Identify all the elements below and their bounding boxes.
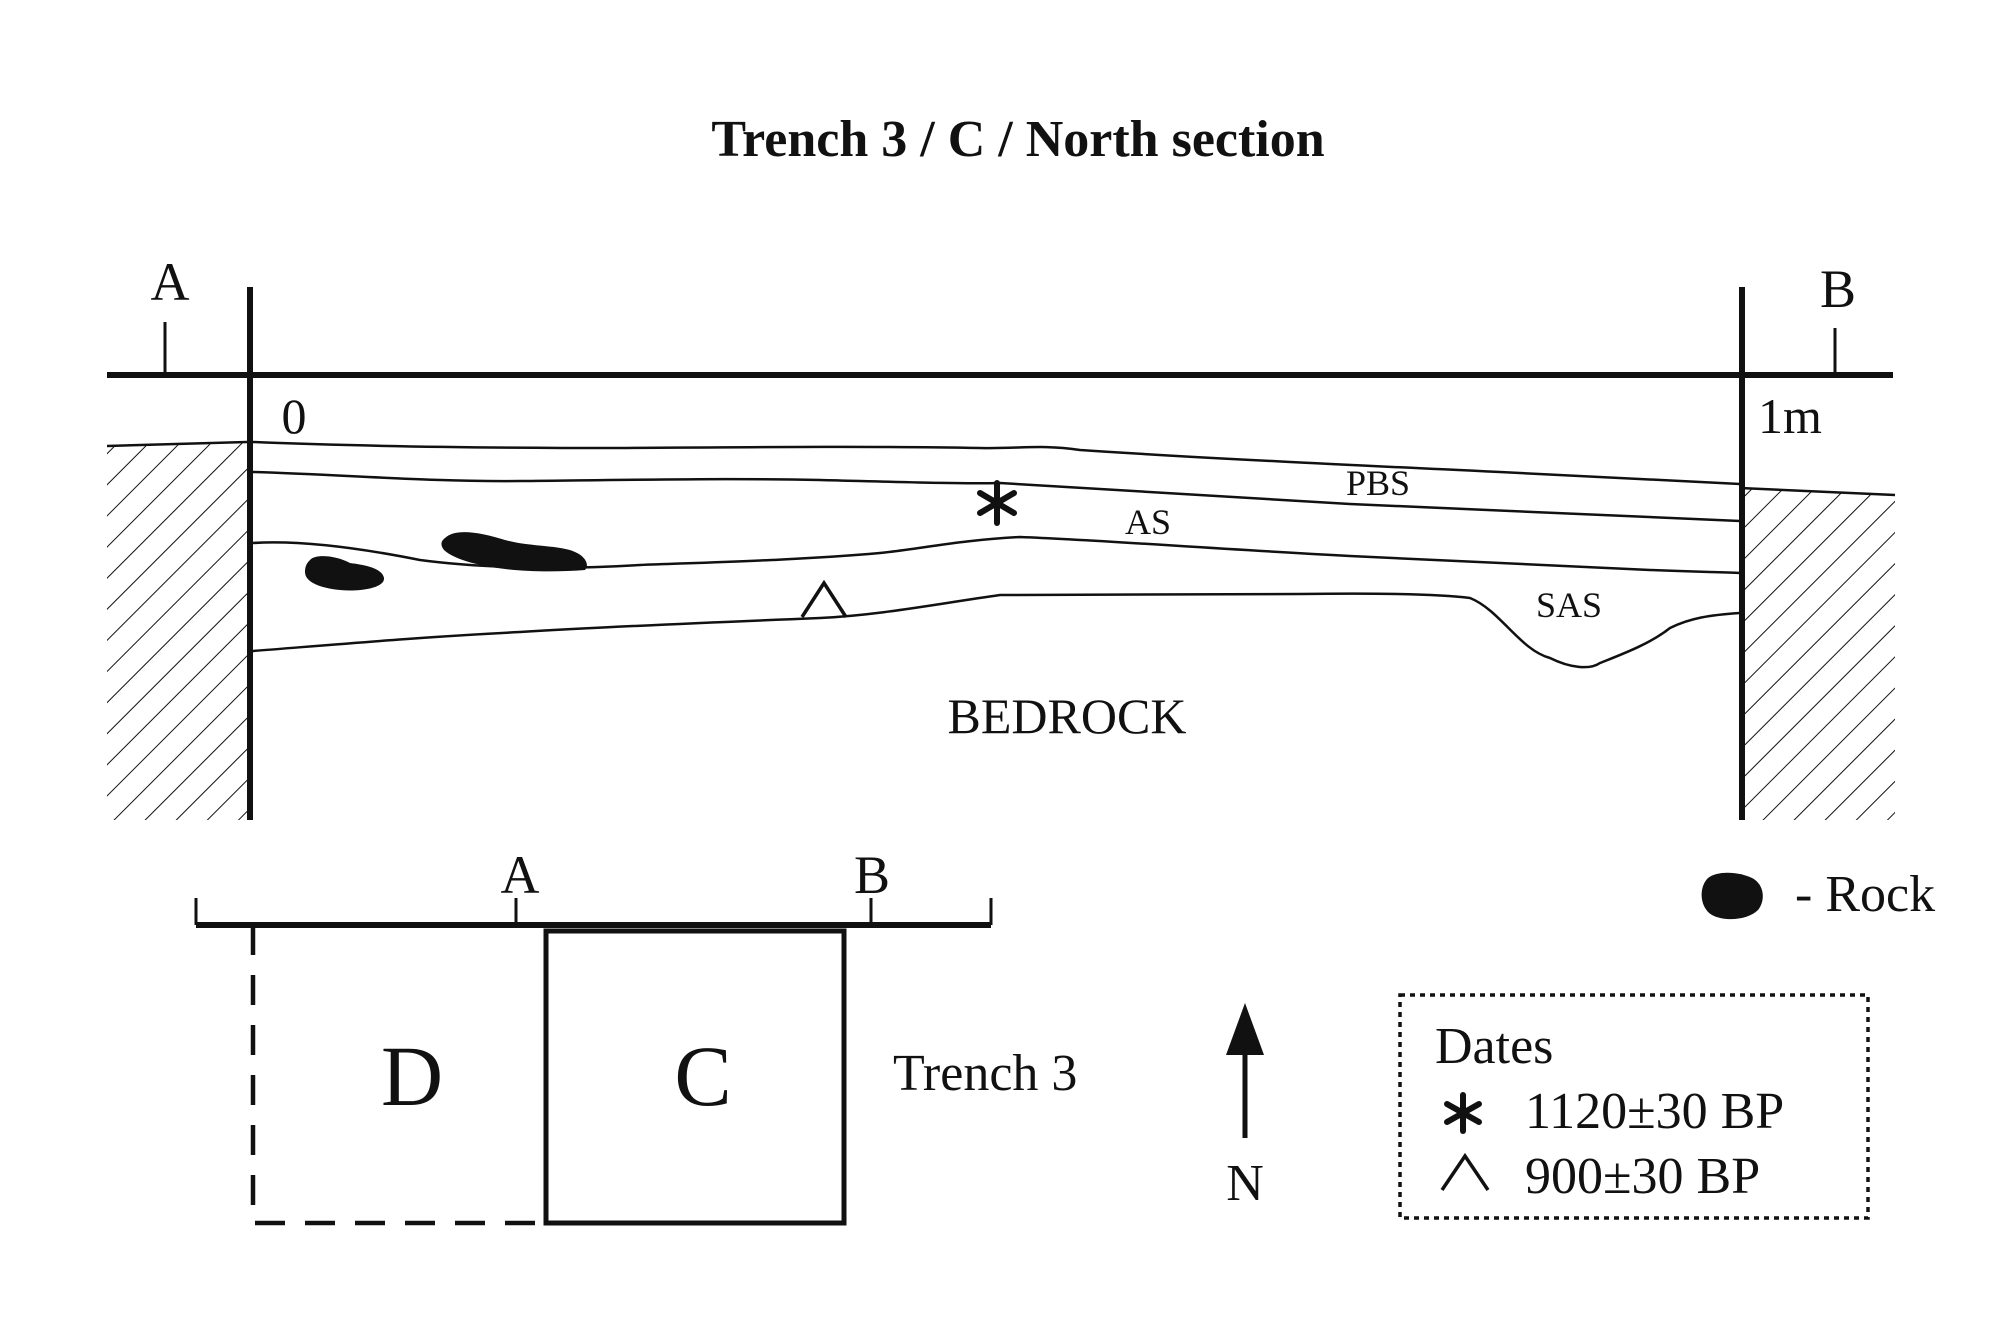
rock-legend-label: - Rock <box>1795 866 1935 923</box>
as-base-line <box>252 535 1741 575</box>
square-c-outline <box>543 928 847 1226</box>
left-ground-line <box>106 440 248 448</box>
layer-as-label: AS <box>1125 502 1171 542</box>
rock-small <box>305 556 385 591</box>
north-arrow-icon <box>1226 1003 1264 1138</box>
scale-start-label: 0 <box>282 388 307 444</box>
trench-plan <box>194 898 993 1226</box>
figure-title: Trench 3 / C / North section <box>711 111 1324 168</box>
plan-point-b-label: B <box>854 845 890 905</box>
rock-legend <box>1701 872 1763 920</box>
right-wall-hatch <box>1740 488 1895 820</box>
asterisk-icon <box>977 480 1017 526</box>
right-ground-line <box>1739 486 1896 497</box>
asterisk-icon <box>1444 1092 1482 1134</box>
section-point-a-label: A <box>151 252 190 312</box>
rock-large <box>441 532 587 572</box>
section-date-markers <box>800 480 1017 618</box>
plan-point-a-label: A <box>501 845 540 905</box>
north-label: N <box>1226 1155 1264 1212</box>
date-2-value: 900±30 BP <box>1525 1148 1760 1205</box>
layer-bedrock-label: BEDROCK <box>948 688 1187 744</box>
caret-icon <box>1440 1152 1490 1191</box>
pbs-base-line <box>252 470 1741 523</box>
rock-legend-icon <box>1701 872 1763 920</box>
left-wall-hatch <box>107 442 247 820</box>
scale-end-label: 1m <box>1758 388 1822 444</box>
rocks <box>305 532 587 591</box>
section-point-b-label: B <box>1820 259 1856 319</box>
sas-base-line <box>252 592 1741 669</box>
square-d-label: D <box>381 1028 443 1124</box>
layer-pbs-label: PBS <box>1346 463 1410 503</box>
dates-legend <box>1398 993 1870 1220</box>
surface-line <box>252 440 1741 486</box>
section-profile <box>106 287 1896 820</box>
dates-legend-box <box>1398 993 1870 1220</box>
date-1-value: 1120±30 BP <box>1525 1083 1784 1140</box>
dates-title: Dates <box>1435 1018 1553 1075</box>
trench-label: Trench 3 <box>893 1045 1077 1102</box>
caret-icon <box>800 579 848 618</box>
layer-sas-label: SAS <box>1536 585 1602 625</box>
square-c-label: C <box>674 1028 731 1124</box>
